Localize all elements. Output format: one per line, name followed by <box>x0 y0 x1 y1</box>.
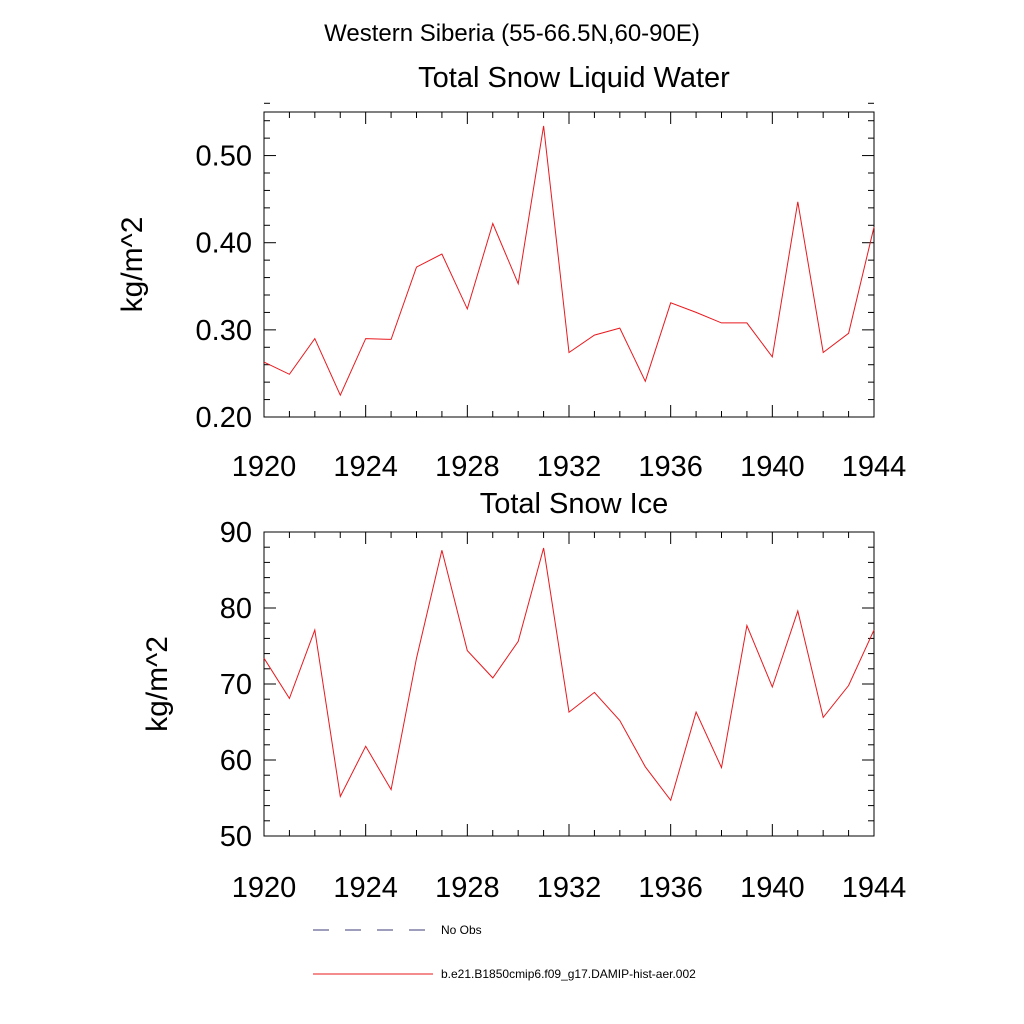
x-tick-label: 1936 <box>638 451 703 483</box>
x-tick-label: 1920 <box>232 451 297 483</box>
legend-label-model-run: b.e21.B1850cmip6.f09_g17.DAMIP-hist-aer.… <box>441 967 696 981</box>
x-tick-label: 1940 <box>740 872 805 904</box>
x-tick-label: 1924 <box>333 451 398 483</box>
plot-frame <box>263 531 875 837</box>
figure-suptitle: Western Siberia (55-66.5N,60-90E) <box>324 20 700 47</box>
y-tick-label: 70 <box>220 669 252 701</box>
x-tick-label: 1940 <box>740 451 805 483</box>
y-tick-label: 0.50 <box>196 141 252 173</box>
y-tick-label: 60 <box>220 745 252 777</box>
y-axis-label: kg/m^2 <box>116 217 149 313</box>
x-tick-label: 1928 <box>435 451 500 483</box>
x-tick-label: 1944 <box>842 451 907 483</box>
series-line <box>263 125 875 397</box>
panel-snow-ice: Total Snow Ice 1920 1924 1928 1932 1936 1940 19… <box>141 488 906 904</box>
panel-title: Total Snow Ice <box>480 488 669 520</box>
x-tick-label: 1920 <box>232 872 297 904</box>
legend-label-no-obs: No Obs <box>441 923 482 937</box>
panel-snow-liquid-water: Total Snow Liquid Water 1920 1924 1928 1932 1… <box>116 62 906 483</box>
x-tick-label: 1944 <box>842 872 907 904</box>
x-tick-label: 1924 <box>333 872 398 904</box>
x-tick-label: 1932 <box>537 872 602 904</box>
y-tick-label: 90 <box>220 517 252 549</box>
y-tick-label: 0.30 <box>196 315 252 347</box>
panel-title: Total Snow Liquid Water <box>418 62 730 94</box>
y-tick-label: 80 <box>220 593 252 625</box>
x-tick-label: 1932 <box>537 451 602 483</box>
x-tick-label: 1936 <box>638 872 703 904</box>
y-tick-label: 0.20 <box>196 402 252 434</box>
y-axis-label: kg/m^2 <box>141 636 174 732</box>
x-tick-label: 1928 <box>435 872 500 904</box>
plot-frame <box>263 111 875 418</box>
y-tick-label: 50 <box>220 821 252 853</box>
y-tick-label: 0.40 <box>196 228 252 260</box>
legend: No Obs b.e21.B1850cmip6.f09_g17.DAMIP-hi… <box>313 923 696 981</box>
series-line <box>263 547 875 802</box>
